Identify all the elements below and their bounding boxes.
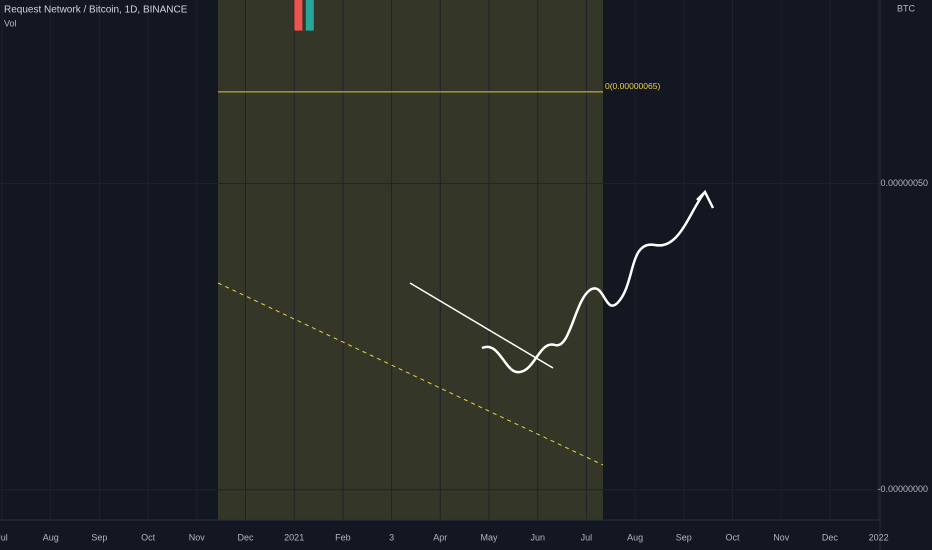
x-tick-label: Aug xyxy=(627,532,643,542)
x-tick-label: Jul xyxy=(0,532,8,542)
trendline xyxy=(409,282,554,369)
currency-label: BTC xyxy=(897,3,916,13)
x-tick-label: Sep xyxy=(676,532,692,542)
symbol-title: Request Network / Bitcoin, 1D, BINANCE xyxy=(4,5,188,16)
x-tick-label: Apr xyxy=(433,532,447,542)
date-range-shade xyxy=(218,0,603,520)
x-tick-label: Dec xyxy=(822,532,839,542)
x-tick-label: Oct xyxy=(725,532,740,542)
y-tick-label: 0.00000050 xyxy=(880,178,928,188)
price-axis xyxy=(880,0,932,550)
x-tick-label: 2022 xyxy=(869,532,889,542)
forecast-arrow xyxy=(481,189,715,374)
fib-label: 0(0.00000065) xyxy=(605,81,660,91)
x-tick-label: Nov xyxy=(189,532,206,542)
x-tick-label: 2021 xyxy=(284,532,304,542)
x-tick-label: Nov xyxy=(773,532,790,542)
x-tick-label: 3 xyxy=(389,532,394,542)
y-tick-label: -0.00000000 xyxy=(877,484,928,494)
x-tick-label: Aug xyxy=(43,532,59,542)
x-tick-label: Sep xyxy=(91,532,107,542)
dashed-trendline xyxy=(217,282,604,466)
candle xyxy=(305,0,314,31)
candle xyxy=(294,0,303,31)
x-tick-label: Jun xyxy=(530,532,545,542)
x-tick-label: Dec xyxy=(237,532,254,542)
x-tick-label: Oct xyxy=(141,532,156,542)
x-tick-label: Jul xyxy=(581,532,593,542)
x-tick-label: Feb xyxy=(335,532,351,542)
volume-label: Vol xyxy=(4,18,17,28)
x-tick-label: May xyxy=(480,532,498,542)
